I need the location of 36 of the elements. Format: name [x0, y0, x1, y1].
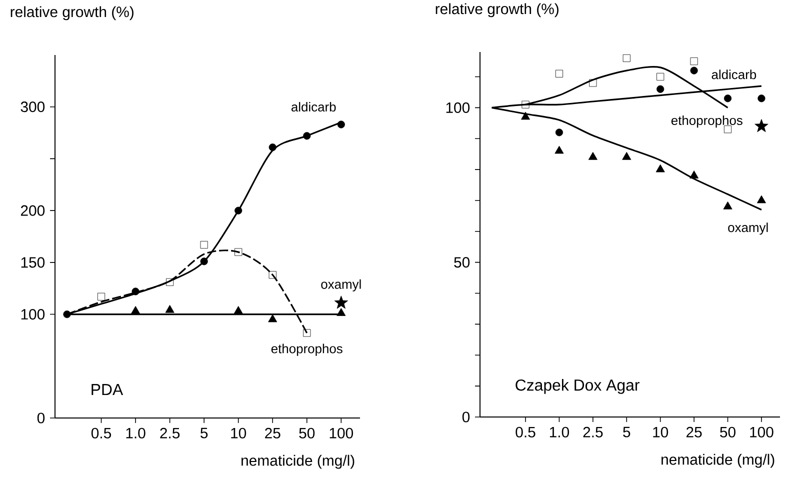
- y-axis-title: relative growth (%): [10, 6, 134, 20]
- x-tick-label: 50: [720, 426, 736, 438]
- x-tick-label: 2.5: [160, 428, 180, 438]
- x-tick-label: 1.0: [126, 428, 146, 438]
- x-axis-title: nematicide (mg/l): [662, 454, 774, 468]
- x-tick-label: 10: [231, 428, 246, 438]
- x-tick-label: 50: [299, 428, 315, 438]
- x-tick-label: 0.5: [516, 426, 536, 438]
- y-tick-label: 0: [37, 412, 45, 424]
- annotation: Czapek Dox Agar: [516, 379, 640, 394]
- x-tick-label: 5: [623, 426, 630, 438]
- x-tick-label: 25: [686, 426, 702, 438]
- y-tick-label: 50: [454, 257, 470, 268]
- series-label: ethoprophos: [271, 344, 342, 356]
- x-tick-label: 10: [653, 426, 668, 438]
- y-tick-label: 200: [20, 205, 45, 216]
- x-tick-label: 5: [200, 428, 208, 438]
- y-tick-label: 100: [21, 308, 45, 320]
- y-tick-label: 0: [462, 412, 470, 422]
- series-label: oxamyl: [728, 222, 768, 235]
- y-tick-label: 100: [446, 102, 470, 113]
- y-tick-label: 300: [20, 102, 45, 112]
- x-tick-label: 1.0: [550, 426, 570, 438]
- x-tick-label: 2.5: [583, 426, 603, 438]
- series-label: ethoprophos: [671, 116, 742, 128]
- x-tick-label: 25: [265, 428, 280, 438]
- x-tick-label: 0.5: [91, 428, 112, 438]
- annotation: PDA: [92, 384, 124, 395]
- x-axis-title: nematicide (mg/l): [242, 454, 354, 469]
- series-label: aldicarb: [712, 70, 756, 80]
- x-tick-label: 100: [330, 428, 354, 438]
- series-label: oxamyl: [321, 279, 361, 292]
- y-tick-label: 150: [21, 257, 45, 268]
- x-tick-label: 100: [750, 426, 774, 438]
- series-label: aldicarb: [291, 102, 336, 112]
- y-axis-title: relative growth (%): [436, 3, 558, 18]
